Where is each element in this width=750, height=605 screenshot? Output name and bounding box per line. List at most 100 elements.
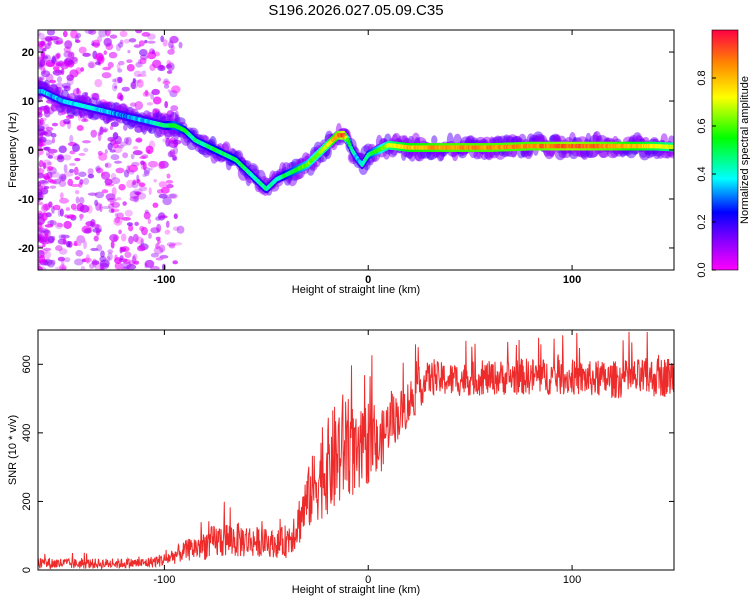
spectrogram-noise-cell [74,157,81,162]
spectrogram-noise-cell [38,107,43,116]
spectrogram-noise-cell [133,44,142,48]
spectrogram-noise-cell [67,214,75,219]
spectrogram-noise-cell [64,40,73,49]
spectrogram-noise-cell [40,41,46,47]
spectrogram-noise-cell [108,51,118,59]
spectrogram-noise-cell [49,180,57,184]
spectrogram-noise-cell [88,30,97,35]
spectrogram-noise-cell [123,124,128,131]
spectrogram-noise-cell [118,183,126,191]
spectrogram-noise-cell [126,222,133,227]
colorbar-tick-label: 0.2 [696,214,708,229]
spectrogram-noise-cell [53,66,60,71]
colorbar-tick-label: 0.0 [696,262,708,277]
spectrogram-noise-cell [81,118,89,123]
spectrogram-noise-cell [99,259,110,268]
spectrogram-noise-cell [168,243,176,249]
spectrogram-noise-cell [94,53,104,62]
spectrogram-noise-cell [119,255,124,261]
spectrogram-noise-cell [134,221,139,226]
spectrogram-noise-cell [38,266,43,270]
spectrogram-noise-cell [173,242,183,246]
spectrogram-noise-cell [125,136,132,146]
snr-series-group [38,331,674,570]
spectrogram-noise-cell [110,154,120,161]
spectrogram-noise-cell [38,159,44,168]
spectrogram-noise-cell [150,252,159,258]
spectrogram-noise-cell [69,134,74,144]
spectrogram-noise-cell [129,102,137,107]
snr-xtick-label: -100 [153,574,175,586]
spectrogram-noise-cell [110,240,115,249]
spectrogram-noise-cell [148,160,159,168]
spectrogram-noise-cell [138,48,148,57]
spectrogram-noise-cell [128,259,136,266]
spectrogram-noise-cell [38,30,41,37]
spectrogram-noise-cell [143,169,150,177]
spectrogram-noise-cell [119,39,124,45]
spectrogram-noise-cell [44,146,51,151]
spectrogram-noise-cell [138,40,145,47]
spectrogram-noise-cell [90,129,98,138]
spectrogram-noise-cell [107,249,114,254]
spectrogram-noise-cell [111,177,121,185]
spectrogram-noise-cell [70,203,77,210]
spectrogram-noise-cell [49,171,60,178]
spectrogram-noise-cell [144,259,155,268]
spectrogram-noise-cell [38,163,42,173]
spectrogram-noise-cell [63,220,72,229]
spectrogram-noise-cell [172,139,182,145]
spectrogram-noise-cell [39,59,46,67]
spectrogram-noise-cell [146,102,154,106]
spectrogram-noise-cell [114,213,119,217]
spectrogram-noise-cell [38,132,44,141]
spectrogram-noise-cell [54,266,65,270]
spectrogram-noise-cell [38,210,43,216]
spectrogram-noise-cell [99,267,105,270]
spectrogram-noise-cell [108,208,115,214]
spectrogram-noise-cell [137,79,144,88]
spectrogram-xlabel: Height of straight line (km) [292,284,420,296]
spectrogram-noise-cell [47,106,55,115]
spectrogram-noise-cell [119,94,124,101]
spectrogram-noise-cell [109,201,115,206]
spectrogram-noise-cell [61,266,67,270]
spectrogram-noise-cell [99,203,103,213]
spectrogram-noise-cell [147,218,152,225]
spectrogram-noise-cell [169,193,178,199]
spectrogram-noise-cell [132,145,139,150]
spectrogram-noise-cell [154,51,160,57]
snr-ytick-label: 400 [21,424,33,442]
spectrogram-noise-cell [126,179,135,189]
spectrogram-noise-cell [114,254,118,261]
spectrogram-noise-cell [155,257,164,261]
spectrogram-noise-cell [158,193,168,199]
spectrogram-noise-cell [56,76,63,83]
snr-series-line [38,331,674,570]
spectrogram-noise-cell [158,244,166,253]
spectrogram-noise-cell [133,188,143,195]
snr-frame [37,329,675,571]
spectrogram-noise-cell [135,30,143,34]
spectrogram-noise-cell [38,229,45,234]
spectrogram-noise-cell [119,30,128,38]
spectrogram-noise-cell [137,73,147,77]
spectrogram-noise-cell [92,39,101,48]
spectrogram-noise-cell [110,121,119,127]
spectrogram-noise-cell [95,61,101,65]
spectrogram-noise-cell [73,240,78,247]
spectrogram-noise-cell [94,199,99,207]
spectrogram-noise-cell [113,216,123,226]
spectrogram-noise-cell [132,78,137,83]
spectrogram-noise-cell [38,118,42,127]
spectrogram-noise-cell [38,201,44,206]
spectrogram-noise-cell [148,167,153,171]
spectrogram-noise-cell [128,235,134,245]
spectrogram-noise-cell [144,209,149,214]
snr-xtick-label: 0 [365,574,371,586]
colorbar-frame [711,29,739,271]
spectrogram-noise-cell [51,55,56,64]
spectrogram-noise-cell [164,229,171,235]
spectrogram-noise-cell [74,189,80,195]
